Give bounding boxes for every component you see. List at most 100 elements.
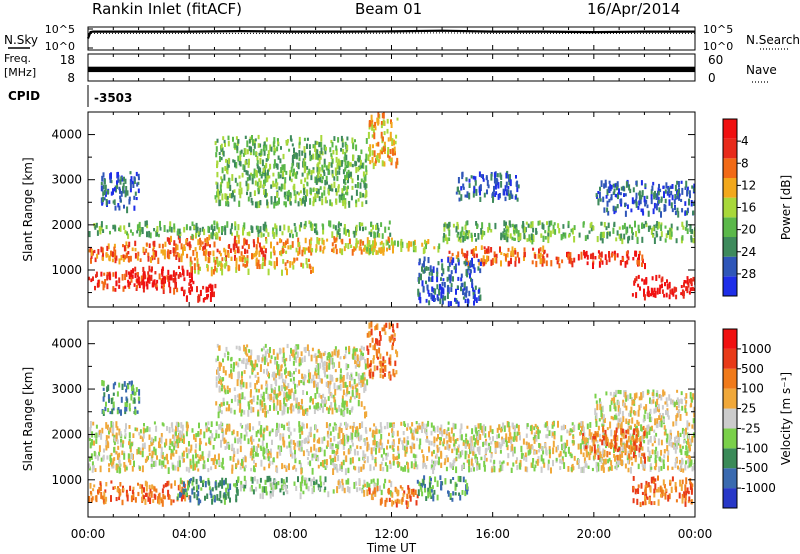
velocity-cell — [642, 425, 645, 430]
power-cell — [89, 247, 92, 253]
power-cell — [524, 227, 527, 233]
velocity-cell — [675, 440, 678, 447]
power-cell — [308, 168, 311, 174]
velocity-cell — [674, 462, 677, 469]
velocity-cell — [195, 453, 197, 459]
velocity-cell — [118, 496, 121, 501]
power-cell — [124, 178, 127, 184]
velocity-cell — [656, 423, 659, 429]
power-cell — [167, 276, 170, 280]
velocity-cell — [416, 494, 419, 499]
power-cell — [321, 198, 324, 206]
velocity-cell — [124, 435, 127, 439]
power-cell — [271, 230, 274, 235]
power-cell — [227, 164, 230, 168]
power-cell — [264, 254, 267, 261]
power-cell — [217, 227, 220, 233]
power-cell — [546, 221, 548, 226]
velocity-cell — [513, 446, 516, 454]
velocity-cell — [337, 480, 340, 485]
power-cell — [309, 221, 312, 227]
velocity-cell — [681, 427, 684, 434]
velocity-cell — [184, 488, 187, 493]
power-cell — [607, 222, 610, 229]
velocity-cell — [338, 433, 341, 439]
velocity-cell — [145, 492, 148, 497]
power-cell — [386, 128, 389, 134]
power-cell — [483, 246, 486, 250]
power-cell — [206, 264, 209, 268]
velocity-cell — [144, 428, 147, 433]
velocity-cell — [666, 433, 669, 440]
power-cell — [357, 240, 360, 245]
power-cell — [102, 229, 105, 233]
power-cell — [671, 194, 674, 201]
velocity-cell — [172, 434, 175, 439]
power-cell — [226, 169, 229, 175]
velocity-cell — [323, 449, 326, 457]
power-cell — [156, 279, 159, 284]
velocity-cell — [156, 455, 158, 460]
power-cell — [322, 239, 325, 246]
velocity-cell — [459, 451, 462, 458]
power-cell — [603, 207, 606, 213]
power-cell — [273, 261, 276, 269]
velocity-cell — [179, 477, 182, 484]
power-cell — [298, 224, 301, 232]
velocity-cell — [470, 467, 473, 472]
velocity-cell — [650, 501, 653, 506]
power-cell — [319, 151, 322, 156]
velocity-cell — [192, 454, 195, 459]
velocity-cell — [239, 422, 242, 427]
velocity-cell — [647, 482, 650, 488]
velocity-cell — [300, 441, 303, 448]
velocity-cell — [174, 465, 177, 471]
velocity-cell — [557, 445, 559, 451]
power-cell — [465, 254, 468, 260]
power-cell — [181, 265, 184, 271]
power-cell — [440, 277, 442, 281]
velocity-cell — [288, 426, 291, 432]
power-cell — [677, 181, 680, 188]
power-cell — [466, 268, 469, 275]
power-cell — [251, 200, 254, 206]
power-cell — [380, 246, 383, 253]
power-cell — [388, 220, 391, 225]
power-cell — [650, 293, 652, 297]
velocity-cell — [524, 466, 527, 472]
velocity-cell — [315, 424, 317, 431]
power-cell — [118, 186, 121, 191]
velocity-cell — [351, 457, 354, 464]
power-cell — [597, 198, 600, 205]
velocity-cell — [388, 497, 391, 502]
velocity-cell — [480, 425, 483, 430]
power-cell — [428, 276, 430, 282]
power-cell — [288, 148, 291, 152]
power-cell — [316, 194, 319, 198]
velocity-cell — [663, 425, 666, 430]
velocity-cell — [452, 491, 455, 496]
velocity-cell — [410, 489, 413, 495]
velocity-cell — [493, 459, 496, 464]
velocity-cell — [243, 434, 246, 441]
power-cell — [201, 241, 204, 245]
power-cell — [221, 268, 224, 276]
velocity-cell — [599, 438, 602, 442]
velocity-cell — [647, 439, 650, 445]
velocity-cell — [608, 457, 611, 462]
velocity-cell — [525, 433, 528, 438]
power-cell — [280, 146, 282, 150]
power-cell — [320, 135, 323, 142]
power-cell — [224, 263, 227, 269]
velocity-cell — [141, 484, 144, 489]
power-cell — [567, 220, 570, 225]
velocity-cell — [411, 442, 414, 449]
power-cell — [632, 187, 635, 193]
power-cell — [611, 253, 614, 258]
power-cell — [612, 227, 615, 234]
velocity-cell — [498, 460, 501, 465]
power-cell — [152, 241, 155, 246]
velocity-cell — [692, 432, 695, 438]
velocity-cell — [645, 493, 648, 499]
power-cell — [683, 280, 686, 284]
